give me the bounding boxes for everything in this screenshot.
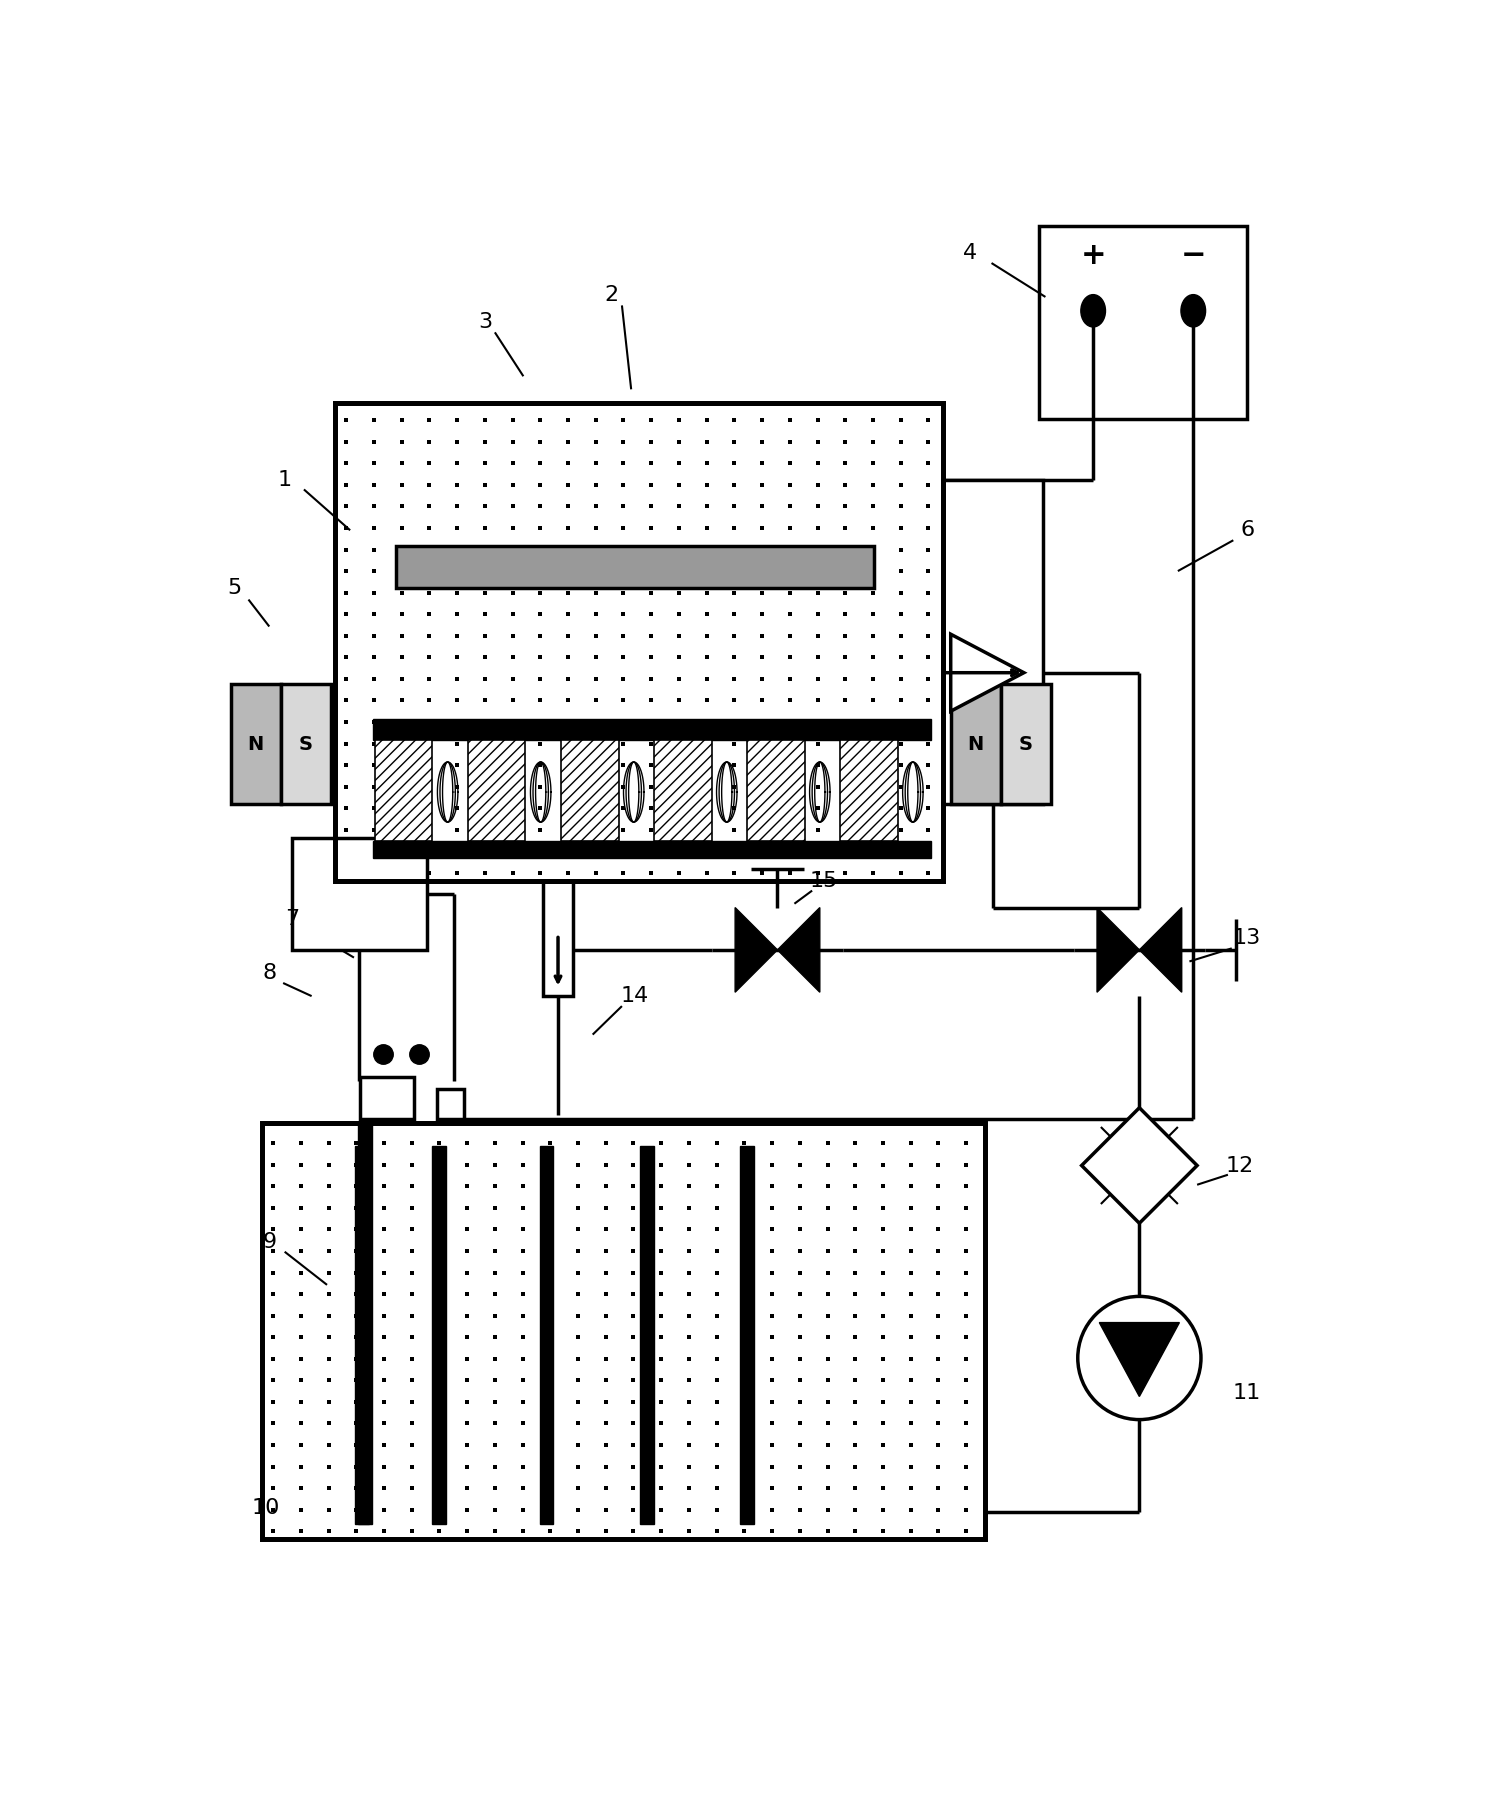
Text: 15: 15 bbox=[810, 870, 838, 890]
Bar bbox=[231, 684, 280, 804]
Polygon shape bbox=[778, 908, 820, 992]
Text: 1: 1 bbox=[277, 470, 291, 490]
Circle shape bbox=[1078, 1296, 1200, 1420]
Text: −: − bbox=[1181, 240, 1206, 269]
Text: 8: 8 bbox=[262, 963, 276, 983]
Ellipse shape bbox=[1181, 295, 1205, 328]
Polygon shape bbox=[1096, 908, 1140, 992]
Text: 4: 4 bbox=[964, 244, 977, 264]
Bar bbox=[639, 1147, 653, 1523]
Text: S: S bbox=[299, 735, 312, 753]
Text: N: N bbox=[967, 735, 983, 753]
Bar bbox=[1039, 226, 1247, 419]
Polygon shape bbox=[734, 908, 778, 992]
Bar bbox=[437, 1088, 464, 1119]
Bar bbox=[335, 404, 942, 881]
Bar bbox=[354, 1147, 368, 1523]
Polygon shape bbox=[950, 633, 1024, 712]
Bar bbox=[431, 1147, 445, 1523]
Bar bbox=[746, 741, 805, 841]
Bar bbox=[261, 1123, 985, 1540]
Polygon shape bbox=[1081, 1108, 1197, 1223]
Text: 13: 13 bbox=[1234, 928, 1261, 948]
Text: S: S bbox=[1018, 735, 1033, 753]
Bar bbox=[397, 546, 873, 588]
Polygon shape bbox=[1140, 908, 1182, 992]
Polygon shape bbox=[1099, 1323, 1179, 1396]
Text: 11: 11 bbox=[1234, 1383, 1261, 1403]
Text: 9: 9 bbox=[262, 1232, 276, 1252]
Bar bbox=[840, 741, 897, 841]
Text: 7: 7 bbox=[285, 910, 300, 928]
Text: 2: 2 bbox=[605, 286, 618, 306]
Text: 14: 14 bbox=[621, 986, 648, 1006]
Text: 10: 10 bbox=[252, 1498, 279, 1518]
Text: 12: 12 bbox=[1226, 1156, 1253, 1176]
Bar bbox=[372, 719, 932, 741]
Bar bbox=[280, 684, 330, 804]
Ellipse shape bbox=[1081, 295, 1105, 328]
Bar bbox=[561, 741, 618, 841]
Bar bbox=[467, 741, 525, 841]
Text: 3: 3 bbox=[478, 313, 492, 333]
Bar bbox=[360, 1077, 415, 1119]
Bar bbox=[335, 404, 942, 881]
Bar bbox=[740, 1147, 754, 1523]
Bar bbox=[357, 1123, 371, 1523]
Text: 5: 5 bbox=[228, 579, 241, 599]
Bar bbox=[1001, 684, 1051, 804]
Bar bbox=[950, 684, 1001, 804]
Bar bbox=[375, 741, 433, 841]
Bar bbox=[261, 1123, 985, 1540]
Bar bbox=[540, 1147, 553, 1523]
Text: N: N bbox=[247, 735, 264, 753]
Bar bbox=[293, 839, 427, 950]
Text: 6: 6 bbox=[1240, 521, 1255, 541]
Bar bbox=[372, 841, 932, 857]
Bar bbox=[942, 480, 1044, 804]
Bar bbox=[654, 741, 712, 841]
Bar bbox=[543, 881, 573, 996]
Text: +: + bbox=[1080, 240, 1105, 269]
